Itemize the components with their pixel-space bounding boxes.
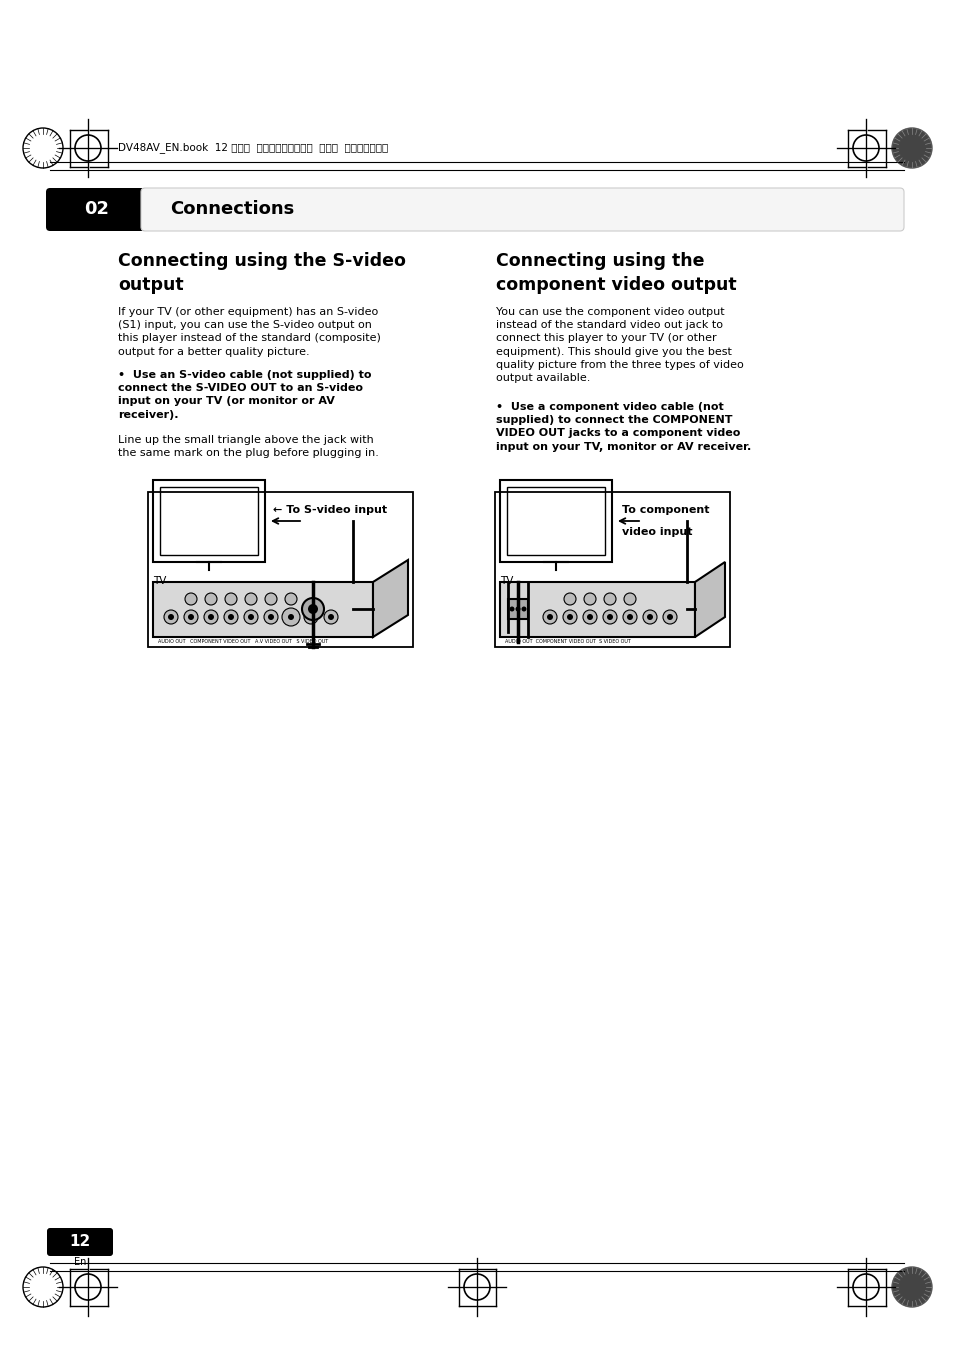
Text: Connecting using the: Connecting using the [496,252,703,270]
Circle shape [29,1273,57,1301]
Bar [506,487,604,555]
Bar [152,481,265,562]
FancyBboxPatch shape [46,188,169,231]
Circle shape [586,614,593,620]
Circle shape [228,614,233,620]
Text: •  Use an S-video cable (not supplied) to
connect the S-VIDEO OUT to an S-video
: • Use an S-video cable (not supplied) to… [118,370,371,420]
Circle shape [542,610,557,624]
Circle shape [208,614,213,620]
Circle shape [205,593,216,605]
Circle shape [268,614,274,620]
Circle shape [563,593,576,605]
Circle shape [521,606,526,612]
Circle shape [509,606,514,612]
Text: component video output: component video output [496,275,736,294]
Circle shape [583,593,596,605]
Bar [152,582,373,637]
Text: Connecting using the S-video: Connecting using the S-video [118,252,405,270]
Circle shape [248,614,253,620]
Text: Line up the small triangle above the jack with
the same mark on the plug before : Line up the small triangle above the jac… [118,435,378,458]
Text: TV: TV [499,576,513,586]
Circle shape [623,593,636,605]
Text: Connections: Connections [170,200,294,217]
Circle shape [308,603,317,614]
Text: DV48AV_EN.book  12 ページ  ２００７年６月６日  水曜日  午前１０時２分: DV48AV_EN.book 12 ページ ２００７年６月６日 水曜日 午前１０… [118,143,388,154]
Circle shape [302,598,324,620]
Circle shape [622,610,637,624]
Circle shape [328,614,334,620]
Text: video input: video input [621,526,692,537]
Circle shape [606,614,613,620]
FancyBboxPatch shape [47,1228,112,1256]
Text: TV: TV [152,576,166,586]
Circle shape [562,610,577,624]
Circle shape [168,614,173,620]
Text: En: En [73,1257,86,1268]
Text: 02: 02 [85,200,110,217]
Circle shape [602,610,617,624]
Circle shape [184,610,198,624]
Text: output: output [118,275,183,294]
Bar [160,487,257,555]
Circle shape [515,606,520,612]
Circle shape [265,593,276,605]
Circle shape [245,593,256,605]
Circle shape [224,610,237,624]
Circle shape [666,614,672,620]
Text: AUDIO OUT   COMPONENT VIDEO OUT   A.V VIDEO OUT   S VIDEO OUT: AUDIO OUT COMPONENT VIDEO OUT A.V VIDEO … [158,639,328,644]
Circle shape [642,610,657,624]
Circle shape [29,134,57,162]
Circle shape [324,610,337,624]
Circle shape [225,593,236,605]
Bar [499,582,695,637]
Circle shape [603,593,616,605]
Circle shape [308,614,314,620]
Text: 12: 12 [70,1234,91,1250]
Circle shape [282,608,299,626]
Text: AUDIO OUT  COMPONENT VIDEO OUT  S VIDEO OUT: AUDIO OUT COMPONENT VIDEO OUT S VIDEO OU… [504,639,630,644]
Circle shape [204,610,218,624]
Circle shape [566,614,573,620]
Circle shape [304,610,317,624]
Circle shape [164,610,178,624]
Circle shape [626,614,633,620]
Circle shape [662,610,677,624]
FancyBboxPatch shape [141,188,903,231]
Circle shape [188,614,193,620]
Circle shape [891,128,931,167]
Text: •  Use a component video cable (not
supplied) to connect the COMPONENT
VIDEO OUT: • Use a component video cable (not suppl… [496,402,750,452]
Circle shape [264,610,277,624]
Bar [495,491,729,647]
Bar [499,481,612,562]
Text: ← To S-video input: ← To S-video input [273,505,387,514]
Circle shape [185,593,196,605]
Bar [148,491,413,647]
Polygon shape [695,562,724,637]
Circle shape [285,593,296,605]
Circle shape [288,614,294,620]
Circle shape [646,614,652,620]
Text: If your TV (or other equipment) has an S-video
(S1) input, you can use the S-vid: If your TV (or other equipment) has an S… [118,306,380,356]
Text: To component: To component [621,505,709,514]
Bar [507,599,527,620]
Circle shape [546,614,553,620]
Circle shape [891,1268,931,1307]
Polygon shape [373,560,408,637]
Circle shape [582,610,597,624]
Circle shape [244,610,257,624]
Text: You can use the component video output
instead of the standard video out jack to: You can use the component video output i… [496,306,743,383]
